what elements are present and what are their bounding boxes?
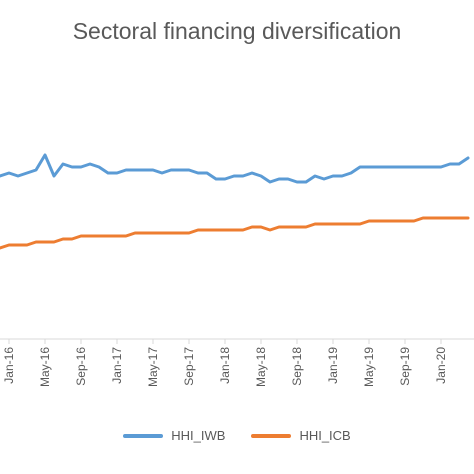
legend-label-iwb: HHI_IWB: [171, 428, 226, 443]
x-tick-label: May-19: [362, 347, 376, 387]
x-tick-label: Sep-16: [74, 347, 88, 386]
x-tick-label: May-16: [38, 347, 52, 387]
legend: HHI_IWB HHI_ICB: [0, 428, 474, 443]
series-line-hhi_icb: [0, 216, 470, 250]
legend-label-icb: HHI_ICB: [299, 428, 351, 443]
x-tick-label: May-18: [254, 347, 268, 387]
x-tick-label: May-17: [146, 347, 160, 387]
legend-swatch-icb: [251, 433, 292, 438]
x-tick-label: Sep-19: [398, 347, 412, 386]
x-tick-label: Jan-16: [2, 347, 16, 384]
legend-item-icb: HHI_ICB: [251, 428, 351, 443]
x-tick-label: Sep-17: [182, 347, 196, 386]
x-tick-label: Sep-18: [290, 347, 304, 386]
x-tick-label: Jan-19: [326, 347, 340, 384]
legend-swatch-iwb: [123, 433, 164, 438]
x-tick-label: Jan-18: [218, 347, 232, 384]
series-line-hhi_iwb: [0, 153, 470, 184]
chart-title: Sectoral financing diversification: [72, 18, 402, 44]
x-tick-label: Jan-17: [110, 347, 124, 384]
legend-item-iwb: HHI_IWB: [123, 428, 225, 443]
x-tick-label: Jan-20: [434, 347, 448, 384]
